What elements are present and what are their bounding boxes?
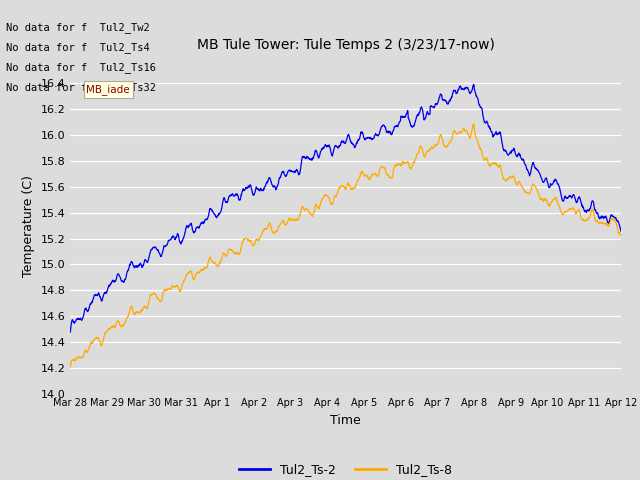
Y-axis label: Temperature (C): Temperature (C) [22,175,35,276]
Text: No data for f  Tul2_Ts4: No data for f Tul2_Ts4 [6,42,150,53]
Text: No data for f  Tul2_Ts32: No data for f Tul2_Ts32 [6,82,156,93]
Title: MB Tule Tower: Tule Temps 2 (3/23/17-now): MB Tule Tower: Tule Temps 2 (3/23/17-now… [196,38,495,52]
Text: MB_iade: MB_iade [86,84,130,95]
Text: No data for f  Tul2_Tw2: No data for f Tul2_Tw2 [6,22,150,33]
Legend: Tul2_Ts-2, Tul2_Ts-8: Tul2_Ts-2, Tul2_Ts-8 [234,458,457,480]
X-axis label: Time: Time [330,414,361,427]
Text: No data for f  Tul2_Ts16: No data for f Tul2_Ts16 [6,62,156,73]
